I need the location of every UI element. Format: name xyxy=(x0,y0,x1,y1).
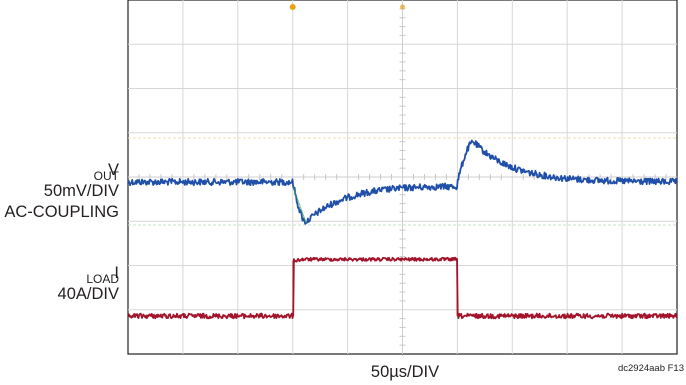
trigger-marker xyxy=(289,4,296,10)
iload-channel-label: I xyxy=(114,264,119,282)
x-axis-scale-label: 50µs/DIV xyxy=(371,363,439,381)
vout-coupling-label: AC-COUPLING xyxy=(4,203,119,221)
vout-trace xyxy=(127,139,677,225)
iload-trace xyxy=(127,256,678,320)
vout-transient-highlight xyxy=(292,185,307,225)
iload-scale-label: 40A/DIV xyxy=(58,285,119,303)
traces xyxy=(127,139,678,320)
trigger-markers xyxy=(289,4,405,10)
iload-channel-subscript: LOAD xyxy=(86,272,119,286)
vout-channel-label: V xyxy=(108,161,119,179)
graticule-grid xyxy=(127,0,678,355)
vout-scale-label: 50mV/DIV xyxy=(44,182,119,200)
figure-id-label: dc2924aab F13 xyxy=(618,363,684,374)
vout-channel-subscript: OUT xyxy=(94,169,120,183)
center-marker xyxy=(400,4,405,10)
